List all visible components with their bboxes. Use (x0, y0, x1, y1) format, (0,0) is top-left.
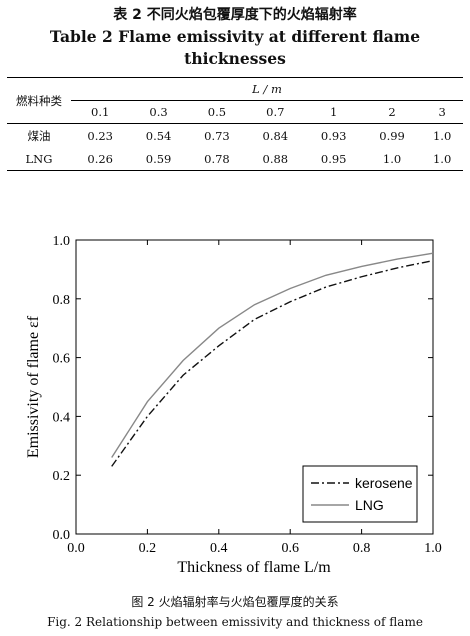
column-header-2: 0.5 (207, 105, 227, 119)
table-caption-en-line2: thicknesses (184, 49, 286, 68)
y-tick-label: 0.8 (53, 293, 71, 308)
figure-caption-en: Fig. 2 Relationship between emissivity a… (47, 615, 423, 629)
value-cell: 0.88 (262, 151, 289, 166)
plot-border (75, 239, 434, 535)
table-caption-en-line1: Table 2 Flame emissivity at different fl… (49, 27, 421, 46)
column-header-row: 0.1 0.3 0.5 0.7 1 2 3 (7, 101, 463, 124)
y-tick-label: 1.0 (53, 234, 71, 249)
y-tick-label: 0.0 (53, 528, 71, 543)
legend-label-lng: LNG (355, 497, 384, 513)
table-row: LNG 0.26 0.59 0.78 0.88 0.95 1.0 1.0 (7, 147, 463, 171)
y-tick-label: 0.6 (53, 352, 71, 367)
legend: kerosene LNG (302, 465, 418, 523)
column-header-1: 0.3 (149, 105, 168, 119)
series-line-lng (111, 252, 434, 458)
emissivity-chart: 0.0 0.2 0.4 0.6 0.8 1.0 0.0 0.2 0.4 0.6 0.8 1.0 ker… (25, 234, 442, 576)
x-tick-label: 0.2 (139, 541, 157, 556)
value-cell: 0.26 (87, 151, 113, 166)
value-cell: 1.0 (382, 151, 402, 166)
length-group-header: L / m (71, 77, 463, 101)
y-tick-label: 0.2 (53, 469, 71, 484)
column-header-5: 2 (388, 105, 396, 119)
x-tick-label: 0.8 (353, 541, 371, 556)
column-header-0: 0.1 (91, 105, 110, 119)
y-tick-label: 0.4 (53, 410, 71, 425)
value-cell: 1.0 (432, 151, 452, 166)
x-tick-label: 0.0 (67, 541, 85, 556)
x-tick-label: 0.4 (210, 541, 228, 556)
series-line-kerosene (111, 259, 434, 467)
fuel-cell: LNG (25, 151, 53, 166)
table-caption-cn: 表 2 不同火焰包覆厚度下的火焰辐射率 (113, 7, 357, 23)
value-cell: 0.59 (145, 151, 172, 166)
value-cell: 0.95 (320, 151, 347, 166)
legend-box (302, 465, 418, 523)
series-layer (111, 252, 434, 467)
figure-caption-cn: 图 2 火焰辐射率与火焰包覆厚度的关系 (131, 595, 339, 609)
x-tick-label: 1.0 (424, 541, 442, 556)
value-cell: 0.23 (87, 128, 113, 143)
column-header-3: 0.7 (266, 105, 285, 119)
fuel-type-header: 燃料种类 (7, 77, 71, 124)
value-cell: 0.84 (262, 128, 289, 143)
legend-label-kerosene: kerosene (355, 475, 413, 491)
table-caption-en: Table 2 Flame emissivity at different fl… (0, 26, 470, 70)
emissivity-table: 燃料种类 L / m 0.1 0.3 0.5 0.7 1 2 3 煤油 0.23 0.54 0.7… (7, 77, 463, 171)
column-header-6: 3 (438, 105, 446, 119)
value-cell: 0.73 (204, 128, 230, 143)
table-body: 煤油 0.23 0.54 0.73 0.84 0.93 0.99 1.0 LNG 0.26 0.59… (7, 124, 463, 171)
column-header-4: 1 (330, 105, 338, 119)
plot-frame (75, 239, 434, 535)
x-tick-label: 0.6 (281, 541, 299, 556)
value-cell: 0.78 (204, 151, 230, 166)
value-cell: 1.0 (432, 128, 452, 143)
y-axis-label: Emissivity of flame εf (25, 315, 42, 458)
fuel-cell: 煤油 (27, 128, 51, 143)
value-cell: 0.54 (145, 128, 172, 143)
value-cell: 0.93 (320, 128, 347, 143)
table-row: 煤油 0.23 0.54 0.73 0.84 0.93 0.99 1.0 (7, 124, 463, 148)
value-cell: 0.99 (379, 128, 405, 143)
axis-ticks: 0.0 0.2 0.4 0.6 0.8 1.0 0.0 0.2 0.4 0.6 0.8 1.0 (53, 234, 442, 556)
x-axis-label: Thickness of flame L/m (177, 559, 331, 576)
